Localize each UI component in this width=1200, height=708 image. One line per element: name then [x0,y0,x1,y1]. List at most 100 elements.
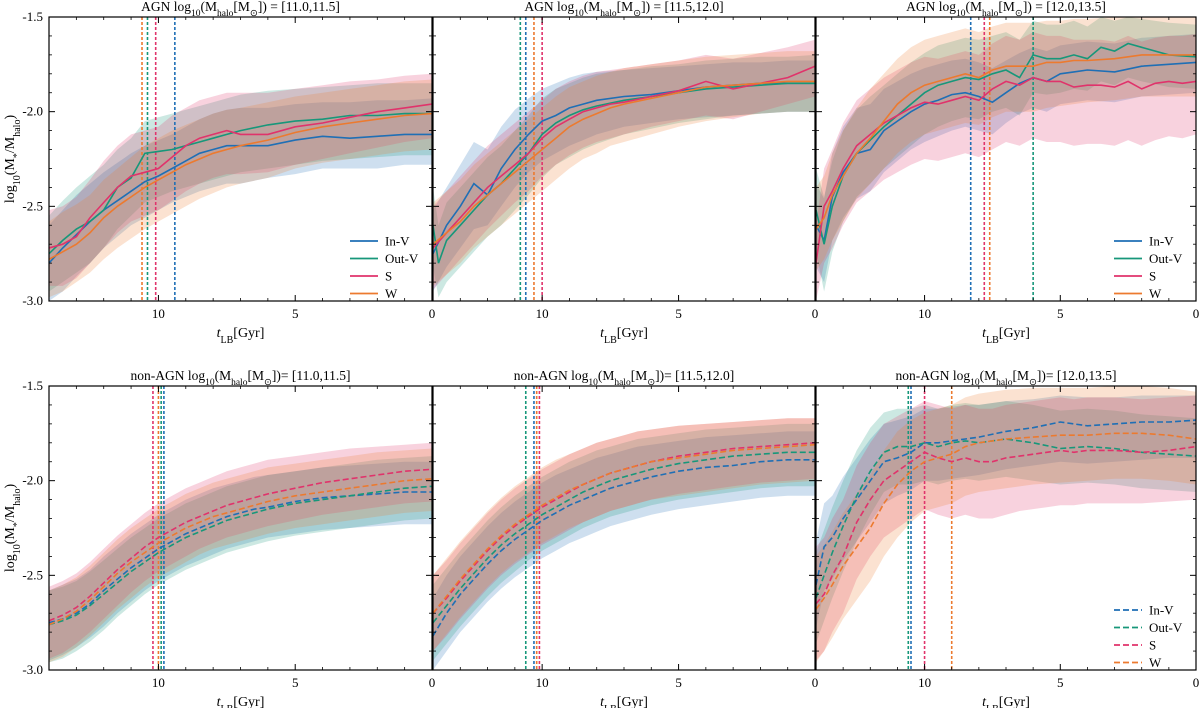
band-w [816,386,1196,663]
legend-label-out-v: Out-V [385,251,419,266]
band-in-v [433,431,815,670]
y-tick-label: -3.0 [22,662,43,677]
x-tick-label: 10 [536,675,549,690]
line-w [49,478,432,626]
band-out-v [49,456,432,663]
band-w [433,51,815,286]
line-s [433,65,815,249]
legend-label-w: W [385,286,398,301]
plot-area [433,17,815,301]
plot-area [816,17,1196,301]
legend-label-out-v: Out-V [1149,620,1183,635]
line-out-v [816,438,1196,599]
y-tick-label: -1.5 [22,9,43,24]
y-tick-label: -2.5 [22,567,43,582]
panel-title: non-AGN log10(Mhalo[M⊙])= [12.0,13.5] [895,368,1116,388]
legend-label-s: S [385,269,392,284]
legend-label-w: W [1149,655,1162,670]
panel-4: 10 5 0 -3.0 -2.5 -2.0 -1.5 non-AGN log10(Mhalo[… [3,368,435,708]
band-w [433,418,815,652]
plot-area [49,386,432,670]
x-tick-label: 0 [429,306,436,321]
x-tick-label: 0 [1193,675,1200,690]
line-in-v [433,458,815,637]
band-in-v [816,34,1196,283]
line-s [49,103,432,249]
line-s [816,445,1196,605]
x-tick-label: 5 [1057,675,1064,690]
plot-area [49,17,432,301]
panel-title: AGN log10(Mhalo[M⊙]) = [11.5,12.0] [524,0,723,19]
band-in-v [49,98,432,301]
x-tick-label: 5 [1057,306,1064,321]
panel-title: AGN log10(Mhalo[M⊙]) = [12.0,13.5] [906,0,1106,19]
x-tick-label: 10 [918,306,931,321]
panel-6: 10 5 0 non-AGN log10(Mhalo[M⊙])= [12.0,13.5… [815,368,1200,708]
plot-area [433,386,815,670]
line-in-v [816,61,1196,243]
x-tick-label: 10 [152,675,165,690]
x-tick-label: 5 [675,675,682,690]
band-s [433,39,815,290]
line-out-v [49,485,432,626]
band-w [816,17,1196,271]
panel-title: non-AGN log10(Mhalo[M⊙])= [11.5,12.0] [514,368,735,388]
legend-label-s: S [1149,638,1156,653]
x-tick-label: 0 [1193,306,1200,321]
y-tick-label: -2.0 [22,104,43,119]
band-out-v [49,83,432,292]
panel-2: 10 5 0 AGN log10(Mhalo[M⊙]) = [11.5,12.0] tL… [432,0,819,346]
panel-title: non-AGN log10(Mhalo[M⊙])= [11.0,11.5] [130,368,350,388]
line-w [433,80,815,245]
band-out-v [433,54,815,298]
panel-1: 10 5 0 -3.0 -2.5 -2.0 -1.5 AGN log10(Mhalo[M⊙])… [3,0,435,346]
legend-label-out-v: Out-V [1149,251,1183,266]
y-tick-label: -2.0 [22,473,43,488]
x-axis-label: tLB[Gyr] [217,326,265,346]
x-tick-label: 10 [918,675,931,690]
line-in-v [49,491,432,624]
plot-area [816,386,1196,670]
panel-title: AGN log10(Mhalo[M⊙]) = [11.0,11.5] [141,0,340,19]
x-tick-label: 10 [536,306,549,321]
x-axis-label: tLB[Gyr] [982,695,1030,708]
line-w [816,432,1196,610]
legend-label-in-v: In-V [385,234,410,249]
x-axis-label: tLB[Gyr] [217,695,265,708]
y-axis-label: log10(M*/Mhalo) [3,115,23,204]
line-out-v [433,82,815,264]
x-tick-label: 5 [292,675,299,690]
panel-5: 10 5 0 non-AGN log10(Mhalo[M⊙])= [11.5,12.0… [432,368,819,708]
band-out-v [816,17,1196,292]
line-s [816,76,1196,264]
x-tick-label: 10 [152,306,165,321]
legend-label-w: W [1149,286,1162,301]
band-s [49,73,432,286]
legend-label-in-v: In-V [1149,603,1174,618]
y-tick-label: -2.5 [22,198,43,213]
legend-label-in-v: In-V [1149,234,1174,249]
y-tick-label: -1.5 [22,378,43,393]
band-in-v [49,461,432,661]
line-w [433,443,815,614]
band-s [816,32,1196,301]
x-axis-label: tLB[Gyr] [600,326,648,346]
line-out-v [433,451,815,624]
line-w [49,112,432,261]
x-tick-label: 5 [675,306,682,321]
band-s [433,418,815,652]
band-w [49,79,432,298]
line-w [816,54,1196,230]
x-tick-label: 0 [812,306,819,321]
panel-3: 10 5 0 AGN log10(Mhalo[M⊙]) = [12.0,13.5] tL… [815,0,1200,346]
x-axis-label: tLB[Gyr] [600,695,648,708]
band-out-v [433,423,815,661]
x-tick-label: 5 [292,306,299,321]
line-s [49,468,432,622]
x-tick-label: 0 [812,675,819,690]
band-w [49,448,432,663]
x-axis-label: tLB[Gyr] [982,326,1030,346]
band-in-v [433,60,815,292]
y-axis-label: log10(M*/Mhalo) [3,484,23,573]
